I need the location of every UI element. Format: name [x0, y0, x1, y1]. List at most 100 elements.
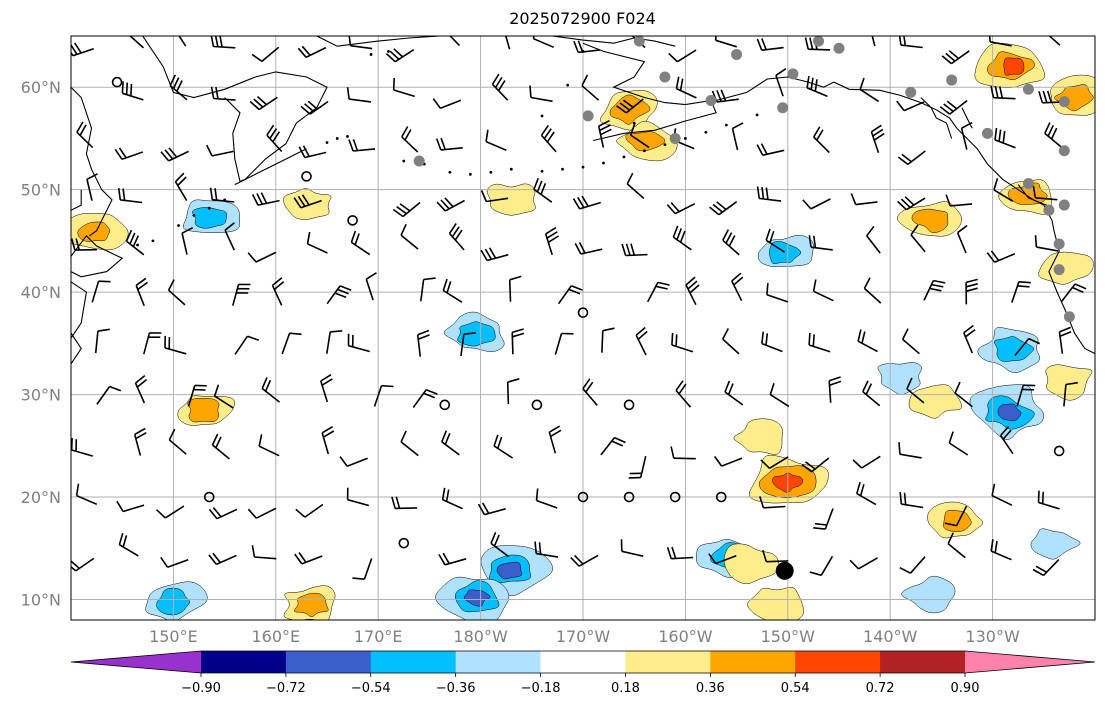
colorbar-tick-label: 0.18 — [611, 681, 640, 696]
lon-label: 180°W — [453, 627, 508, 646]
wind-barb — [416, 329, 430, 357]
calm-circle — [623, 491, 635, 503]
wind-barb — [635, 326, 648, 356]
wind-barb — [160, 556, 189, 568]
wind-barb — [350, 230, 371, 256]
wind-barb — [281, 332, 302, 355]
wind-barb — [629, 123, 650, 149]
colorbar-extend-high — [965, 651, 1095, 673]
wind-barb — [477, 502, 506, 516]
wind-barb — [493, 434, 514, 459]
island — [566, 83, 570, 87]
island — [346, 135, 349, 138]
island — [207, 206, 211, 210]
wind-barb — [1016, 384, 1036, 407]
wind-barb — [208, 506, 238, 520]
lon-label: 160°E — [251, 627, 300, 646]
colorbar-tick-label: −0.72 — [266, 681, 306, 696]
island — [581, 165, 585, 169]
wind-barb — [901, 328, 920, 355]
wind-barb — [849, 557, 878, 570]
wind-barb — [828, 376, 842, 403]
wind-barb — [813, 508, 834, 530]
wind-barb — [1063, 381, 1078, 407]
wind-barb — [666, 202, 696, 215]
coastline — [582, 42, 717, 142]
anomaly-region — [192, 207, 227, 229]
wind-barb — [508, 275, 522, 302]
anomaly-region — [997, 403, 1022, 422]
wind-barb — [765, 228, 786, 253]
wind-barb — [232, 283, 251, 306]
station-dot — [981, 127, 993, 139]
coastline — [71, 189, 82, 211]
anomaly-region — [943, 509, 972, 532]
wind-barb — [420, 277, 436, 302]
wind-barb — [548, 425, 562, 454]
wind-barb — [438, 552, 467, 566]
station-dot — [1043, 204, 1055, 216]
island — [724, 123, 728, 127]
wind-barb — [535, 488, 558, 509]
island — [468, 172, 472, 176]
wind-barb — [714, 36, 737, 48]
wind-barb — [205, 144, 234, 157]
island — [192, 213, 196, 217]
anomaly-region — [1003, 57, 1025, 76]
gridlines — [71, 36, 1095, 620]
wind-barb — [808, 332, 831, 353]
island — [540, 114, 544, 118]
wind-barb — [385, 48, 415, 63]
wind-barb — [906, 377, 925, 404]
island — [622, 155, 626, 159]
wind-barb — [261, 377, 280, 403]
wind-barb — [449, 36, 461, 47]
wind-barb — [297, 45, 327, 59]
wind-barb — [294, 552, 323, 565]
wind-barb — [129, 36, 145, 49]
wind-barb — [806, 75, 828, 98]
wind-barb — [731, 272, 744, 302]
wind-barb — [897, 150, 926, 166]
calm-circle — [111, 76, 123, 88]
wind-barb — [187, 384, 207, 407]
wind-barb — [801, 457, 830, 473]
wind-barb — [295, 503, 324, 518]
wind-barb — [164, 335, 187, 355]
wind-barb — [432, 98, 462, 110]
wind-barb — [1011, 281, 1031, 303]
wind-barb — [991, 483, 1013, 506]
wind-barb — [118, 532, 139, 557]
wind-barb — [601, 327, 615, 353]
station-dot — [946, 74, 958, 86]
wind-barb — [993, 178, 1014, 202]
wind-barb — [209, 187, 235, 203]
wind-barb — [400, 430, 419, 457]
wind-barb — [213, 384, 234, 409]
wind-barb — [672, 225, 692, 251]
wind-barb — [392, 201, 421, 218]
calm-circle — [669, 491, 681, 503]
wind-barb — [211, 433, 231, 460]
wind-barb — [247, 507, 277, 519]
wind-barb — [1048, 36, 1061, 46]
anomaly-region — [877, 362, 922, 395]
wind-barb — [448, 223, 465, 251]
wind-barb — [412, 388, 438, 408]
wind-barb — [210, 86, 236, 101]
wind-barb — [990, 539, 1012, 561]
lon-label: 130°W — [965, 627, 1020, 646]
wind-barb — [761, 331, 783, 353]
island — [136, 243, 139, 247]
wind-barb — [320, 374, 333, 403]
wind-barb — [724, 380, 744, 406]
wind-barb — [899, 492, 924, 509]
colorbar: −0.90 −0.72 −0.54 −0.36 −0.18 0.18 0.36 0.54 0.7… — [70, 650, 1096, 696]
wind-barb — [766, 282, 789, 303]
island — [177, 224, 180, 227]
lon-label: 170°W — [556, 627, 611, 646]
wind-barb — [670, 446, 696, 460]
island — [369, 53, 373, 56]
wind-barb — [666, 546, 694, 560]
wind-barb — [675, 76, 697, 99]
